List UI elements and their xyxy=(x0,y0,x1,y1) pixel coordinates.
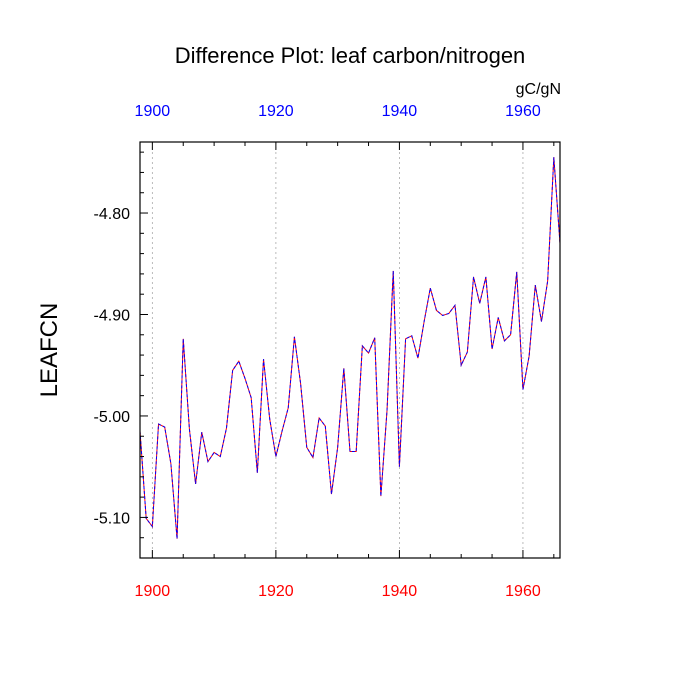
units-label: gC/gN xyxy=(516,81,561,98)
x-tick-label-bottom: 1940 xyxy=(382,583,418,600)
x-tick-label-top: 1940 xyxy=(382,103,418,120)
tick-labels: -5.10 -5.00 -4.90 -4.80 1900 1900 1920 1920 1940… xyxy=(94,103,541,600)
x-tick-label-top: 1960 xyxy=(505,103,541,120)
axes xyxy=(139,141,561,559)
x-tick-label-top: 1900 xyxy=(135,103,171,120)
series-line-b xyxy=(139,157,561,539)
y-tick-label: -5.10 xyxy=(94,510,131,527)
y-axis-label: LEAFCN xyxy=(36,303,63,398)
y-tick-label: -4.80 xyxy=(94,206,131,223)
y-tick-label: -5.00 xyxy=(94,409,131,426)
x-tick-label-bottom: 1960 xyxy=(505,583,541,600)
chart-title: Difference Plot: leaf carbon/nitrogen xyxy=(175,43,526,68)
x-tick-label-bottom: 1900 xyxy=(135,583,171,600)
x-tick-label-bottom: 1920 xyxy=(258,583,294,600)
grid-lines xyxy=(151,142,524,558)
series-lines xyxy=(139,157,561,539)
series-line-a xyxy=(139,157,561,539)
x-tick-label-top: 1920 xyxy=(258,103,294,120)
plot-frame xyxy=(139,141,561,559)
y-tick-label: -4.90 xyxy=(94,307,131,324)
